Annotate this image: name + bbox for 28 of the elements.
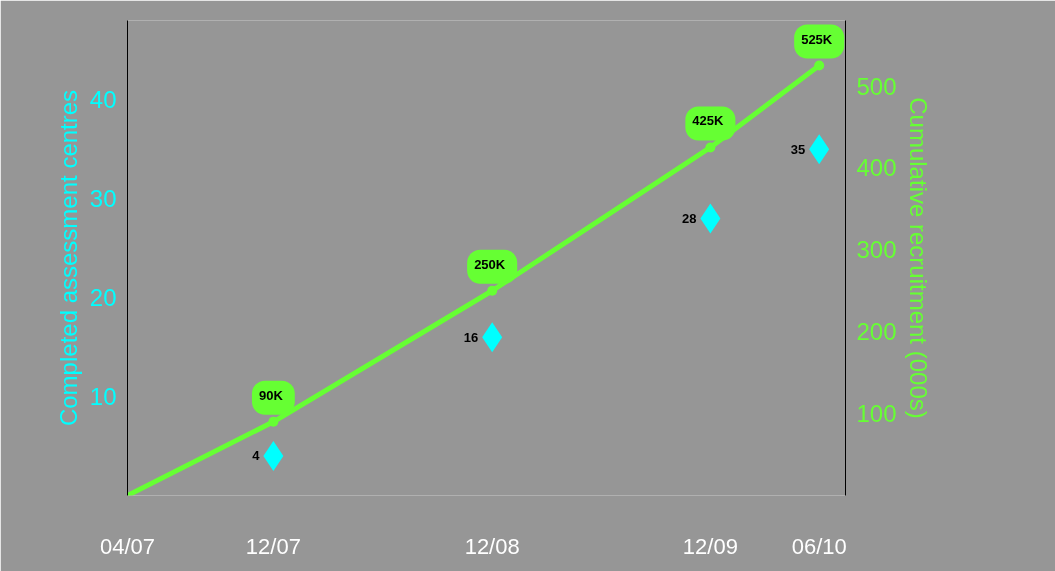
data-label: 525K [801,31,833,47]
point [814,60,825,71]
data-label: 4 [252,448,261,464]
y-tick-label: 40 [89,86,117,114]
data-label: 90K [258,387,284,403]
point [487,285,498,296]
data-label: 28 [681,210,697,226]
point [705,142,716,153]
x-tick-label: 12/07 [245,533,301,559]
y-tick-label: 20 [89,284,117,312]
y2-tick-label: 500 [856,72,897,100]
y2-tick-label: 300 [856,236,897,264]
y2-tick-label: 400 [856,154,897,182]
y-tick-label: 10 [89,383,117,411]
x-tick-label: 06/10 [791,533,847,559]
y-tick-label: 30 [89,185,117,213]
data-label: 250K [474,256,506,272]
y2-axis-title: Cumulative recruitment (000s) [904,97,932,419]
data-label: 425K [692,113,725,129]
y-axis-title: Completed assessment centres [54,89,82,427]
x-tick-label: 04/07 [99,533,156,559]
data-label: 16 [463,329,479,345]
data-label: 35 [790,141,806,157]
x-tick-label: 12/09 [682,533,738,559]
y2-tick-label: 200 [856,318,897,346]
y2-tick-label: 100 [856,400,897,428]
point [268,416,279,427]
x-tick-label: 12/08 [464,533,520,559]
